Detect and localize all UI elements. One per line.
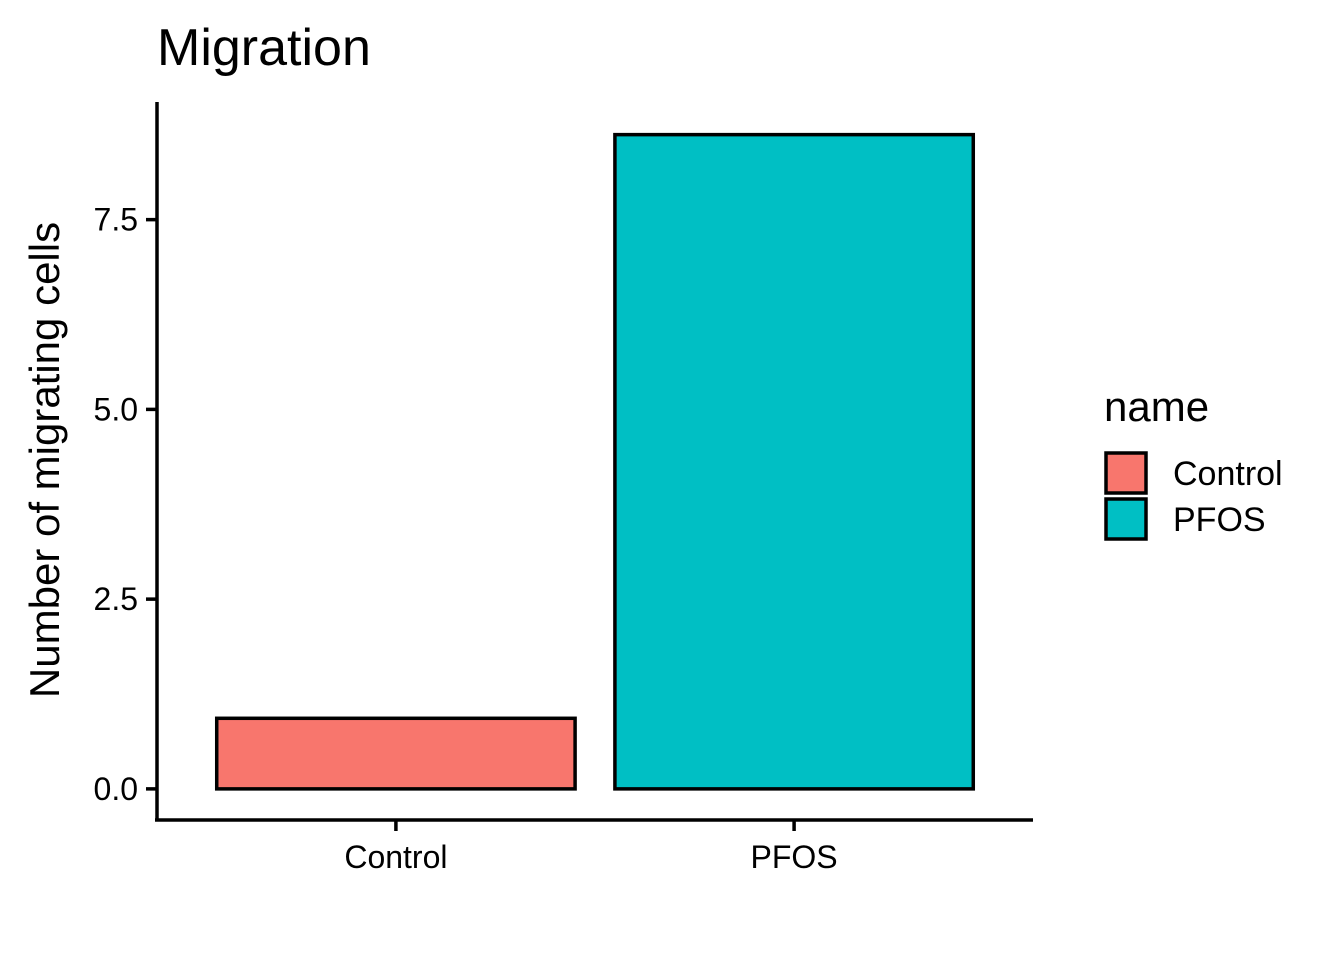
legend-label-control: Control — [1173, 455, 1283, 493]
legend-swatch-pfos — [1104, 497, 1148, 541]
y-tick-label: 0.0 — [94, 771, 138, 807]
legend-label-pfos: PFOS — [1173, 501, 1266, 539]
chart-title: Migration — [157, 19, 371, 77]
y-axis-ticks: 0.0 2.5 5.0 7.5 — [94, 202, 157, 807]
x-tick-label-control: Control — [344, 839, 447, 875]
y-tick-label: 7.5 — [94, 202, 138, 238]
x-tick-label-pfos: PFOS — [751, 839, 838, 875]
bar-control — [214, 716, 577, 791]
legend: name Control PFOS — [1104, 383, 1283, 541]
bars-group — [214, 132, 976, 791]
y-tick-label: 5.0 — [94, 391, 138, 427]
y-tick-label: 2.5 — [94, 581, 138, 617]
y-axis-label: Number of migrating cells — [21, 222, 68, 698]
legend-title: name — [1104, 383, 1209, 430]
x-axis-ticks: Control PFOS — [344, 820, 838, 875]
bar-pfos — [613, 132, 976, 791]
legend-swatch-control — [1104, 451, 1148, 495]
